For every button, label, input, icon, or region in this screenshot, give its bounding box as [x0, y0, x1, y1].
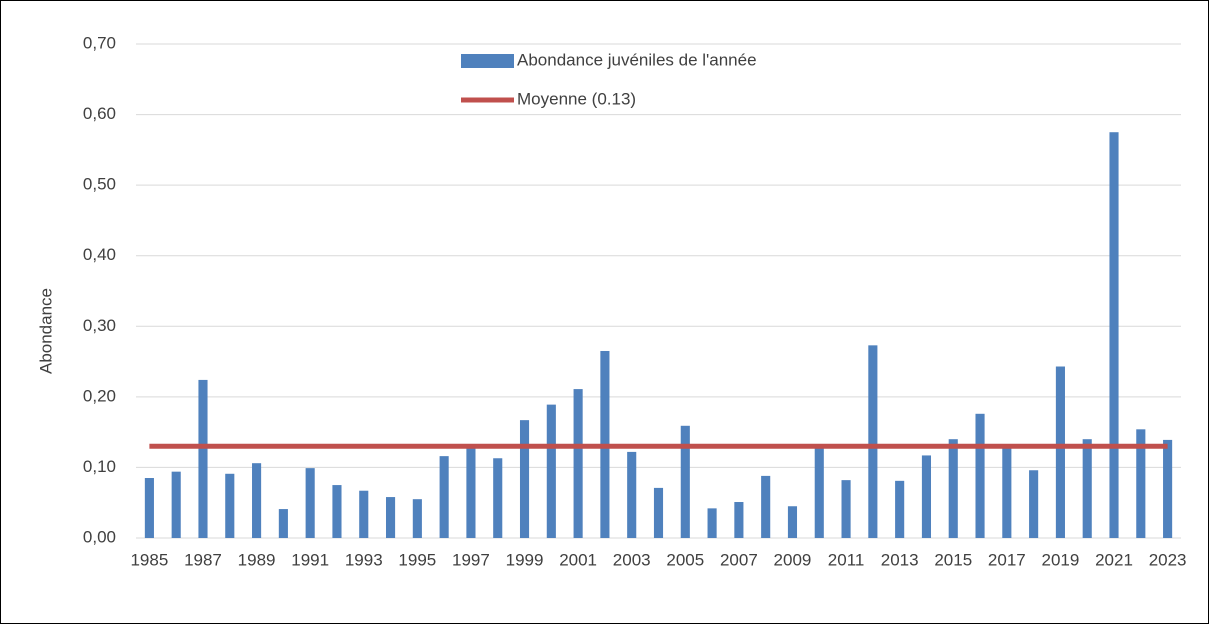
x-tick-label: 2019 [1042, 550, 1080, 569]
bar [305, 468, 315, 538]
bar [895, 480, 905, 538]
y-tick-label: 0,20 [83, 386, 116, 405]
legend-swatch [461, 54, 514, 68]
y-tick-label: 0,60 [83, 104, 116, 123]
y-tick-label: 0,00 [83, 527, 116, 546]
x-tick-label: 2011 [828, 550, 865, 569]
x-tick-label: 1997 [452, 550, 490, 569]
bar [1055, 366, 1065, 538]
bar [1136, 429, 1146, 538]
x-tick-label: 2017 [988, 550, 1026, 569]
bar [868, 345, 878, 538]
bar [412, 499, 422, 538]
x-tick-label: 2013 [881, 550, 919, 569]
x-tick-label: 1995 [398, 550, 436, 569]
x-tick-label: 2009 [774, 550, 812, 569]
bar [734, 502, 744, 538]
bar [171, 471, 181, 538]
x-tick-label: 1985 [130, 550, 168, 569]
x-tick-label: 1999 [506, 550, 544, 569]
bar [546, 404, 556, 538]
x-tick-label: 2003 [613, 550, 651, 569]
bar [948, 439, 958, 538]
bar [225, 473, 235, 538]
x-tick-label: 2005 [666, 550, 704, 569]
bar [1109, 132, 1119, 538]
y-tick-label: 0,10 [83, 457, 116, 476]
y-tick-label: 0,30 [83, 316, 116, 335]
x-tick-label: 1991 [291, 550, 329, 569]
bar [439, 456, 449, 538]
bar [252, 463, 262, 538]
bar [1163, 439, 1173, 538]
bar [975, 413, 985, 538]
bar [198, 379, 208, 538]
x-tick-label: 2023 [1149, 550, 1187, 569]
legend-label: Abondance juvéniles de l'année [517, 50, 757, 69]
x-tick-label: 2007 [720, 550, 758, 569]
bar [278, 509, 288, 538]
bar [493, 458, 503, 538]
y-tick-label: 0,40 [83, 245, 116, 264]
bar [359, 490, 369, 538]
bar [466, 446, 476, 538]
bar [653, 487, 664, 538]
bar [1029, 470, 1039, 538]
bar [385, 497, 396, 538]
y-axis-label: Abondance [36, 288, 55, 374]
x-tick-label: 2015 [934, 550, 972, 569]
bar [707, 508, 717, 538]
bar [573, 389, 583, 538]
bar [787, 506, 798, 538]
x-tick-label: 1987 [184, 550, 222, 569]
y-tick-label: 0,70 [83, 33, 116, 52]
bar [1082, 439, 1092, 538]
x-tick-label: 1993 [345, 550, 383, 569]
bar [761, 475, 771, 538]
bar [680, 425, 690, 538]
bar [1002, 446, 1012, 538]
bar [627, 451, 637, 538]
bar [519, 420, 530, 538]
legend-label: Moyenne (0.13) [517, 89, 636, 108]
bar [841, 480, 851, 538]
y-tick-label: 0,50 [83, 175, 116, 194]
x-tick-label: 1989 [238, 550, 276, 569]
x-tick-label: 2021 [1095, 550, 1133, 569]
bar [144, 478, 154, 538]
bar [814, 446, 824, 538]
bar [921, 455, 932, 538]
bar [332, 485, 342, 538]
x-tick-label: 2001 [559, 550, 597, 569]
